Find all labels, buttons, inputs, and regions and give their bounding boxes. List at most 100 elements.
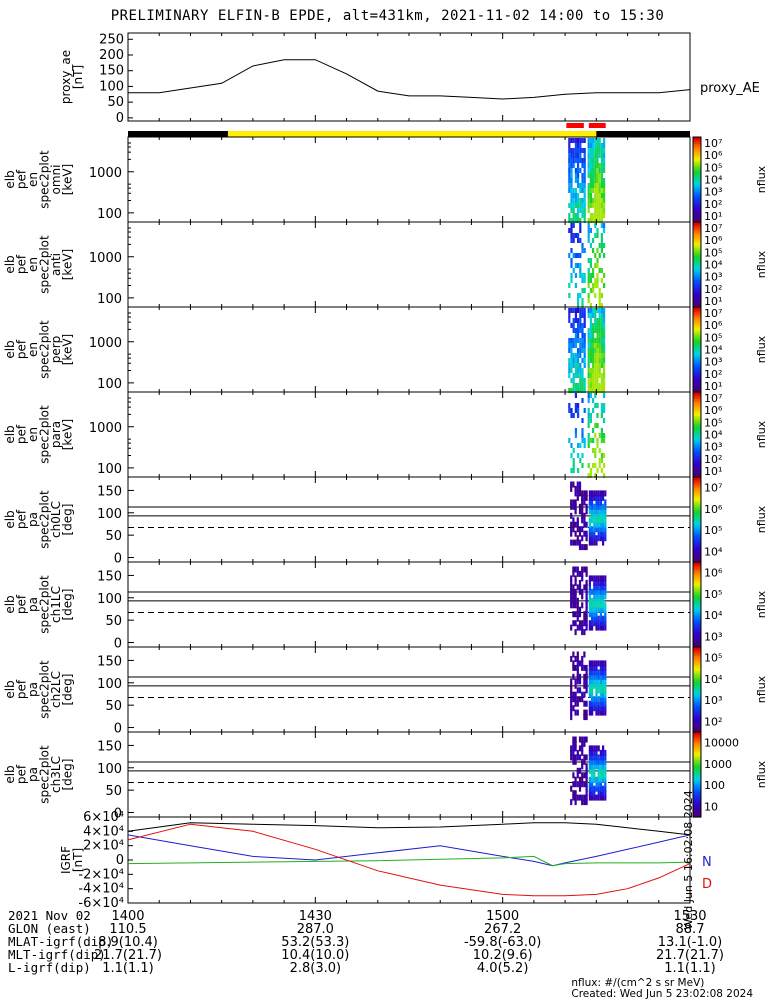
pa-cell [591, 611, 594, 618]
colorbar-swatch [693, 387, 701, 391]
spectrogram-cell [581, 398, 584, 403]
pa-cell [578, 660, 582, 667]
spectrogram-cell [572, 198, 575, 203]
spectrogram-cell [603, 223, 606, 228]
spectrogram-cell [570, 443, 573, 448]
pa-cell [570, 624, 573, 631]
pa-cell [599, 687, 602, 694]
spectrogram-cell [596, 233, 599, 238]
pa-cell [591, 754, 594, 761]
pa-cell [593, 696, 596, 703]
spectrogram-cell [598, 308, 601, 313]
colorbar-swatch [693, 313, 701, 317]
spectrogram-cell [587, 218, 590, 223]
plot-title: PRELIMINARY ELFIN-B EPDE, alt=431km, 202… [110, 8, 665, 24]
spectrogram-cell [598, 358, 601, 363]
pa-cell [583, 799, 586, 806]
colorbar-swatch [693, 364, 701, 368]
pa-cell [599, 588, 602, 595]
spectrogram-cell [572, 338, 575, 343]
colorbar-tick-label: 10 [704, 800, 718, 813]
spectrogram-cell [577, 208, 580, 213]
spectrogram-cell [574, 373, 577, 378]
spectrogram-cell [603, 438, 606, 443]
pa-cell [581, 740, 584, 747]
spectrogram-cell [596, 413, 599, 418]
pa-cell [574, 611, 577, 618]
pa-cell [599, 754, 602, 761]
colorbar-tick-label: 10² [704, 453, 722, 466]
colorbar-swatch [693, 224, 701, 227]
spectrogram-cell [594, 278, 597, 283]
pa-cell [585, 799, 588, 806]
y-tick-label: 1000 [89, 336, 122, 351]
spectrogram-cell [574, 353, 577, 358]
spectrogram-cell [577, 323, 580, 328]
colorbar-swatch [693, 445, 701, 448]
colorbar-swatch [693, 190, 701, 193]
pa-cell [572, 754, 575, 761]
pa-cell [585, 790, 588, 797]
spectrogram-cell [574, 168, 577, 173]
pa-cell [581, 772, 584, 779]
pa-cell [597, 615, 600, 622]
pa-cell [585, 615, 588, 622]
pa-cell [602, 687, 605, 694]
pa-cell [581, 508, 584, 515]
pa-cell [597, 790, 600, 797]
colorbar-swatch [693, 273, 701, 276]
pa-cell [574, 620, 577, 627]
spectrogram-cell [598, 153, 601, 158]
pa-cell [595, 602, 598, 609]
spectrogram-cell [598, 188, 601, 193]
y-axis-label: elb [3, 595, 17, 613]
spectrogram-cell [583, 318, 586, 323]
pa-cell [588, 535, 591, 542]
spectrogram-cell [594, 448, 597, 453]
orbit-value: 10.2(9.6) [473, 948, 533, 963]
pa-cell [585, 687, 588, 694]
pa-cell [588, 620, 591, 627]
pa-cell [599, 512, 602, 519]
pa-cell [574, 736, 577, 743]
pa-cell [602, 767, 605, 774]
spectrogram-cell [581, 183, 584, 188]
spectrogram-cell [574, 198, 577, 203]
spectrogram-cell [583, 408, 586, 413]
spectrogram-cell [583, 388, 586, 393]
colorbar-swatch [693, 377, 701, 380]
y-tick-label: 1000 [89, 251, 122, 266]
spectrogram-cell [589, 183, 592, 188]
spectrogram-cell [592, 148, 595, 153]
pa-cell [595, 517, 598, 524]
spectrogram-cell [577, 153, 580, 158]
y-tick-label: -4×10⁴ [78, 882, 124, 897]
colorbar-swatch [693, 759, 701, 763]
colorbar-swatch [693, 768, 701, 771]
colorbar-swatch [693, 547, 701, 550]
pa-cell [599, 494, 602, 501]
colorbar-swatch [693, 668, 701, 671]
spectrogram-cell [570, 248, 573, 253]
y-axis-label: pef [15, 594, 29, 614]
spectrogram-cell [600, 428, 603, 433]
spectrogram-cell [577, 203, 580, 208]
pa-cell [572, 611, 575, 618]
spectrogram-cell [594, 153, 597, 158]
colorbar-swatch [693, 602, 701, 606]
pa-cell [604, 709, 607, 716]
spectrogram-cell [572, 188, 575, 193]
spectrogram-cell [589, 333, 592, 338]
colorbar-swatch [693, 787, 701, 790]
colorbar-swatch [693, 304, 701, 308]
colorbar-swatch [693, 360, 701, 363]
colorbar-swatch [693, 164, 701, 168]
spectrogram-cell [577, 353, 580, 358]
bar-segment-yellow [227, 131, 597, 137]
y-axis-label: en [26, 172, 40, 187]
y-tick-label: 0 [116, 111, 124, 126]
spectrogram-cell [596, 143, 599, 148]
pa-cell [588, 794, 591, 801]
spectrogram-cell [592, 173, 595, 178]
pa-cell [595, 682, 598, 689]
